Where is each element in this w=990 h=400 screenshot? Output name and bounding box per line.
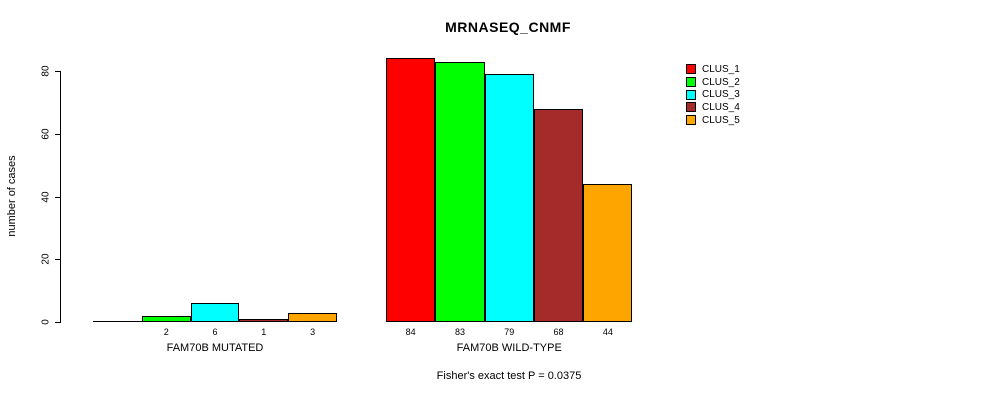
- legend-swatch: [686, 64, 696, 75]
- fisher-test-note: Fisher's exact test P = 0.0375: [436, 370, 582, 382]
- group-label: FAM70B MUTATED: [166, 342, 264, 354]
- legend: CLUS_1 CLUS_2 CLUS_3 CLUS_4 CLUS_5: [686, 63, 740, 126]
- bar-clus_5-group2: [583, 184, 633, 322]
- legend-label: CLUS_3: [702, 89, 740, 101]
- legend-swatch: [686, 77, 696, 88]
- bar-clus_3-group1: [190, 303, 240, 322]
- legend-swatch: [686, 115, 696, 126]
- legend-item: CLUS_3: [686, 88, 740, 101]
- bar-value-label: 2: [163, 327, 169, 337]
- chart-title: MRNASEQ_CNMF: [445, 19, 571, 35]
- legend-item: CLUS_4: [686, 101, 740, 114]
- bar-clus_2-group2: [435, 62, 485, 322]
- bar-value-label: 79: [504, 327, 515, 337]
- legend-swatch: [686, 102, 696, 113]
- legend-label: CLUS_5: [702, 114, 740, 126]
- bar-clus_1-group1: [93, 321, 142, 322]
- y-axis-tick-label: 0: [40, 319, 52, 325]
- group-label: FAM70B WILD-TYPE: [456, 342, 562, 354]
- legend-item: CLUS_5: [686, 114, 740, 127]
- bar-clus_4-group2: [533, 109, 584, 322]
- bar-value-label: 84: [405, 327, 416, 337]
- y-axis-tick: [55, 133, 60, 135]
- bar-clus_3-group2: [484, 74, 534, 322]
- y-axis-tick-label: 80: [40, 65, 52, 77]
- y-axis-tick: [55, 259, 60, 261]
- y-axis-tick: [55, 71, 60, 72]
- legend-swatch: [686, 89, 696, 100]
- y-axis-title: number of cases: [6, 155, 18, 237]
- bar-value-label: 44: [602, 327, 613, 337]
- bar-value-label: 1: [261, 327, 267, 337]
- legend-item: CLUS_1: [686, 63, 740, 76]
- bar-clus_4-group1: [239, 319, 289, 322]
- legend-label: CLUS_1: [702, 63, 740, 75]
- bar-value-label: 6: [212, 327, 218, 337]
- bar-clus_2-group1: [141, 316, 191, 322]
- bar-value-label: 83: [454, 327, 465, 337]
- y-axis-tick: [55, 196, 60, 198]
- legend-item: CLUS_2: [686, 76, 740, 89]
- y-axis-line: [60, 71, 61, 323]
- y-axis-tick-label: 20: [40, 253, 52, 265]
- bar-value-label: 68: [553, 327, 564, 337]
- legend-label: CLUS_4: [702, 101, 740, 113]
- bar-clus_1-group2: [386, 58, 436, 322]
- y-axis-tick: [55, 322, 60, 323]
- bar-clus_5-group1: [288, 313, 337, 322]
- y-axis-tick-label: 60: [40, 128, 52, 140]
- y-axis-tick-label: 40: [40, 190, 52, 203]
- bar-value-label: 3: [310, 327, 316, 337]
- legend-label: CLUS_2: [702, 76, 740, 88]
